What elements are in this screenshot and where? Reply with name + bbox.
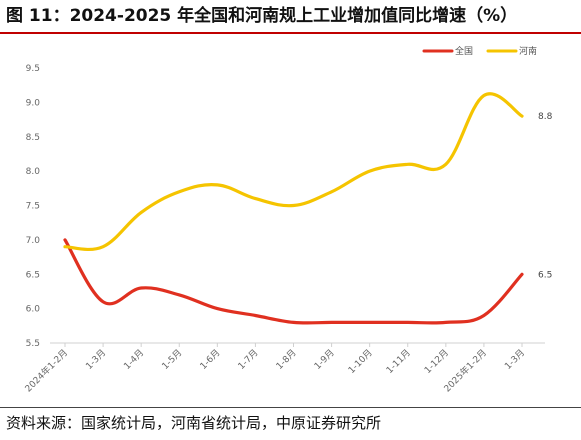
y-tick-label: 5.5 xyxy=(26,339,40,349)
y-tick-label: 8.0 xyxy=(26,167,41,177)
x-tick-label: 1-9月 xyxy=(312,347,337,372)
series-line-national xyxy=(63,238,524,325)
source-divider xyxy=(0,407,581,408)
x-tick-label: 1-11月 xyxy=(384,347,413,376)
legend-label: 全国 xyxy=(455,45,473,57)
x-tick-label: 1-4月 xyxy=(122,347,147,372)
y-tick-label: 7.5 xyxy=(26,202,40,212)
x-tick-label: 2024年1-2月 xyxy=(22,347,70,395)
y-tick-label: 9.0 xyxy=(26,98,41,108)
x-tick-label: 1-5月 xyxy=(160,347,185,372)
legend-label: 河南 xyxy=(519,45,537,57)
title-divider xyxy=(0,32,581,34)
x-tick-label: 1-10月 xyxy=(346,347,375,376)
y-tick-label: 9.5 xyxy=(26,64,40,74)
source-note: 资料来源：国家统计局，河南省统计局，中原证券研究所 xyxy=(6,414,382,432)
y-tick-label: 6.5 xyxy=(26,270,40,280)
x-tick-label: 1-3月 xyxy=(503,347,528,372)
x-tick-label: 1-8月 xyxy=(274,347,299,372)
y-tick-label: 6.0 xyxy=(26,305,41,315)
chart-title: 图 11：2024-2025 年全国和河南规上工业增加值同比增速（%） xyxy=(6,6,518,26)
end-value-label: 8.8 xyxy=(538,112,553,122)
series-line-henan xyxy=(63,92,524,252)
x-tick-label: 1-3月 xyxy=(84,347,109,372)
end-value-label: 6.5 xyxy=(538,270,552,280)
x-tick-label: 1-12月 xyxy=(422,347,451,376)
x-tick-label: 1-7月 xyxy=(236,347,261,372)
x-tick-label: 1-6月 xyxy=(198,347,223,372)
y-tick-label: 7.0 xyxy=(26,236,41,246)
line-chart: 5.5 6.0 6.5 7.0 7.5 8.0 8.5 9.0 9.5 2024年1-2月 1-3月… xyxy=(22,45,553,395)
y-tick-label: 8.5 xyxy=(26,133,40,143)
